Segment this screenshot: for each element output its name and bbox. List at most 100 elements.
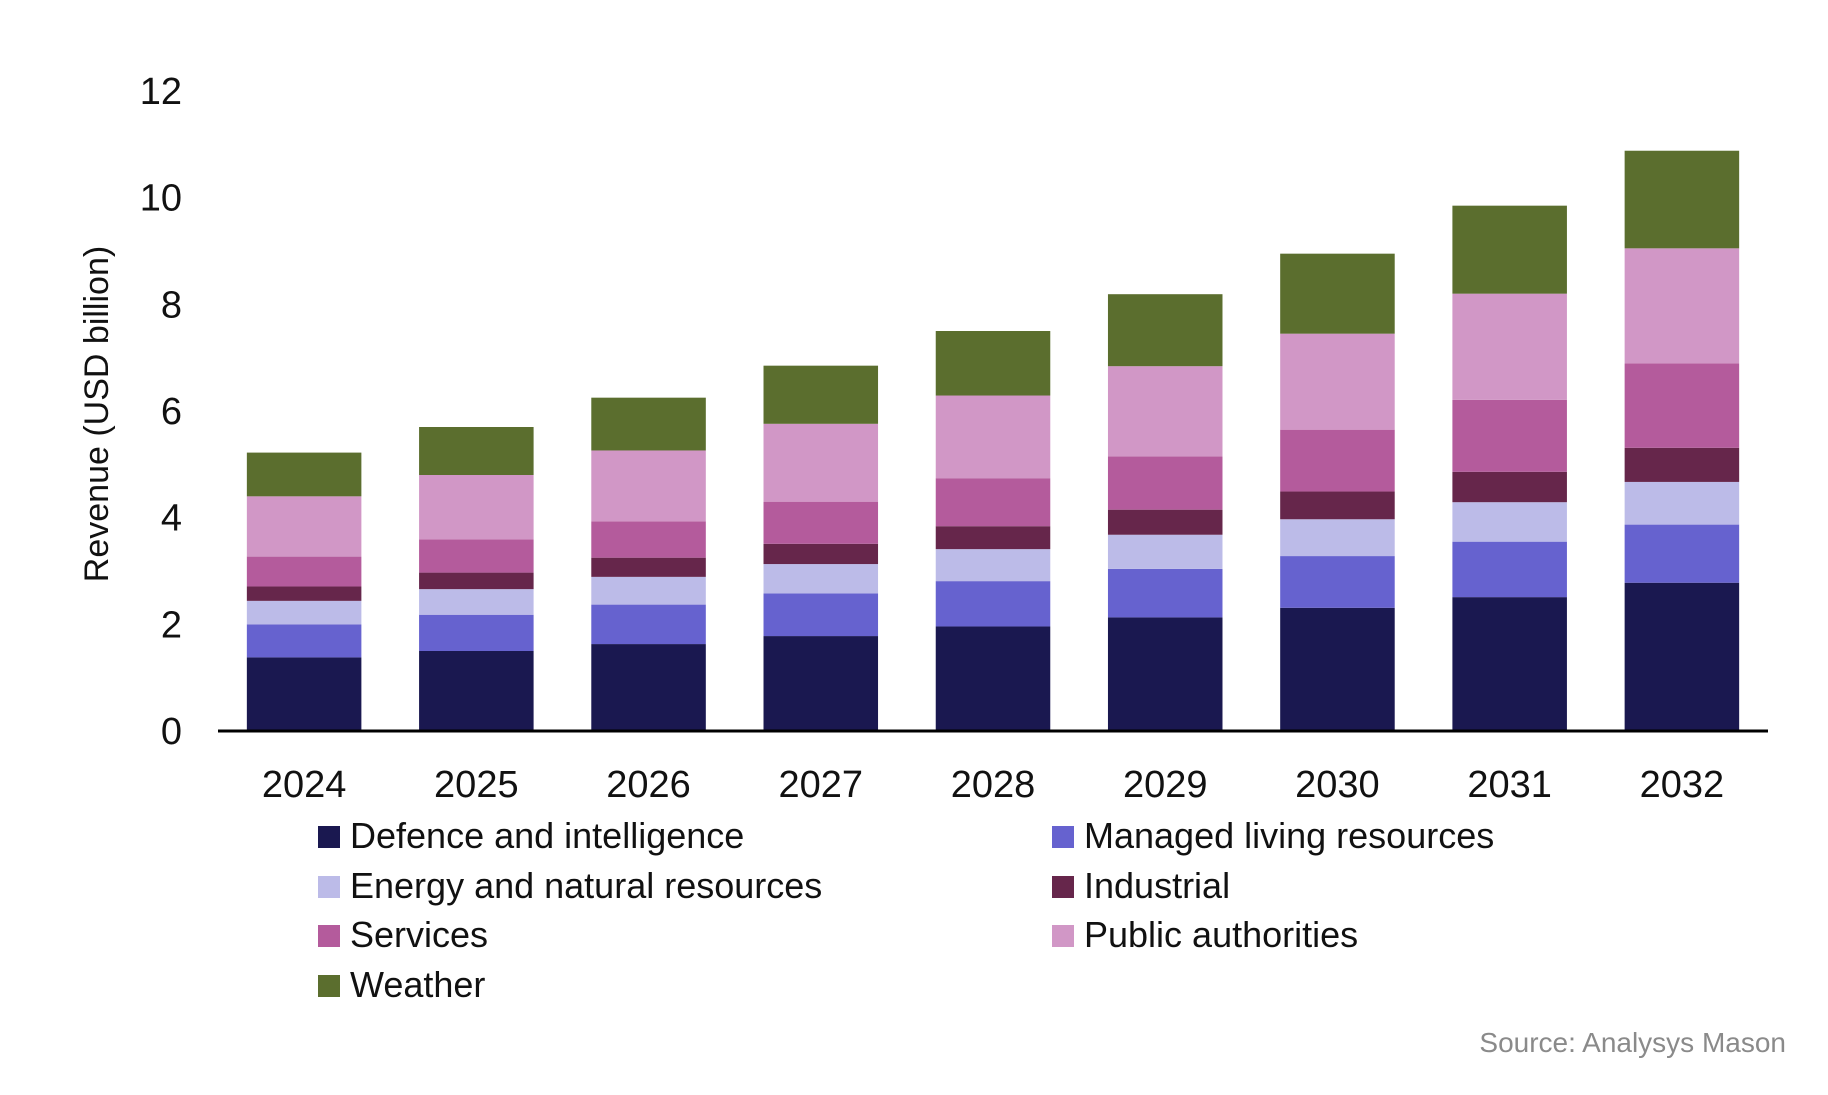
bar-2029-series-5 [1107,366,1223,457]
bar-2030-series-4 [1280,429,1395,492]
x-tick-label-2031: 2031 [1467,764,1552,806]
bar-2029-series-6 [1107,294,1223,367]
legend-label: Public authorities [1084,914,1358,955]
y-axis-title: Revenue (USD billion) [78,246,116,582]
y-tick-label: 0 [161,711,182,753]
x-tick-label-2025: 2025 [434,764,519,806]
bar-2026-series-0 [591,644,706,731]
bar-2027-series-2 [763,564,879,594]
bar-2025-series-6 [419,427,534,475]
bar-2024-series-2 [246,600,362,625]
bar-2030-series-0 [1280,607,1395,731]
bar-2025-series-5 [419,475,534,540]
bar-2030-series-2 [1280,519,1395,557]
y-tick-label: 12 [140,71,182,113]
bar-2032-series-2 [1624,481,1740,525]
bars-layer [246,150,1740,731]
legend-label: Industrial [1084,865,1230,906]
bar-2031-series-3 [1452,471,1567,503]
y-tick-label: 2 [161,604,182,646]
x-tick-label-2030: 2030 [1295,764,1380,806]
bar-2030-series-6 [1280,253,1395,334]
bar-2031-series-5 [1452,293,1567,400]
bar-2026-series-1 [591,604,706,645]
bar-2026-series-5 [591,450,706,522]
bar-2026-series-2 [591,576,706,605]
bar-2024-series-1 [246,624,362,658]
legend-swatch [318,876,340,898]
bar-2028-series-6 [935,331,1051,396]
x-tick-label-2032: 2032 [1640,764,1725,806]
legend-label: Services [350,914,488,955]
bar-2031-series-6 [1452,205,1567,294]
bar-2031-series-0 [1452,597,1567,731]
legend-swatch [1052,826,1074,848]
bar-2027-series-0 [763,636,879,731]
source-note: Source: Analysys Mason [1479,1027,1786,1058]
legend-label: Defence and intelligence [350,815,744,856]
bar-2032-series-5 [1624,248,1740,364]
bar-2027-series-4 [763,501,879,544]
bar-2028-series-3 [935,526,1051,550]
x-tick-label-2024: 2024 [262,764,347,806]
x-tick-label-2029: 2029 [1123,764,1208,806]
bar-2026-series-6 [591,397,706,451]
bar-2025-series-2 [419,589,534,615]
bar-2031-series-4 [1452,399,1567,472]
legend-swatch [318,826,340,848]
legend-swatch [1052,876,1074,898]
bar-2024-series-0 [246,657,362,731]
bar-2024-series-6 [246,452,362,497]
x-tick-label-2027: 2027 [779,764,864,806]
y-tick-label: 4 [161,498,182,540]
bar-2025-series-3 [419,572,534,590]
bar-2032-series-4 [1624,363,1740,448]
bar-2025-series-1 [419,614,534,651]
y-tick-label: 6 [161,391,182,433]
bar-2029-series-4 [1107,456,1223,510]
bar-2025-series-4 [419,539,534,573]
legend-swatch [1052,925,1074,947]
bar-2032-series-0 [1624,582,1740,731]
legend-label: Managed living resources [1084,815,1494,856]
bar-2030-series-1 [1280,556,1395,608]
bar-2027-series-6 [763,365,879,424]
bar-2026-series-3 [591,557,706,577]
bar-2028-series-1 [935,581,1051,627]
y-tick-label: 10 [140,178,182,220]
bar-2028-series-0 [935,626,1051,731]
bar-2032-series-6 [1624,150,1740,249]
bar-2029-series-0 [1107,617,1223,731]
y-tick-labels: 0 2 4 6 8 10 12 [140,71,182,753]
legend-label: Energy and natural resources [350,865,822,906]
legend: Defence and intelligence Managed living r… [318,815,1494,1005]
legend-swatch [318,975,340,997]
y-tick-label: 8 [161,284,182,326]
bar-2028-series-4 [935,478,1051,527]
bar-2027-series-3 [763,543,879,565]
bar-2029-series-1 [1107,568,1223,618]
bar-2029-series-2 [1107,534,1223,569]
legend-swatch [318,925,340,947]
bar-2030-series-5 [1280,333,1395,430]
bar-2024-series-3 [246,586,362,601]
bar-2032-series-3 [1624,447,1740,482]
x-tick-label-2026: 2026 [606,764,691,806]
bar-2032-series-1 [1624,524,1740,583]
bar-2024-series-5 [246,496,362,557]
bar-2027-series-5 [763,423,879,502]
bar-2027-series-1 [763,593,879,637]
bar-2025-series-0 [419,651,534,731]
bar-2028-series-2 [935,549,1051,582]
bar-2026-series-4 [591,521,706,558]
bar-2031-series-2 [1452,502,1567,542]
bar-2024-series-4 [246,556,362,587]
bar-2031-series-1 [1452,541,1567,598]
bar-2029-series-3 [1107,509,1223,535]
x-tick-label-2028: 2028 [951,764,1036,806]
x-tick-labels: 2024 2025 2026 2027 2028 2029 2030 2031 2032 [262,764,1724,806]
bar-2030-series-3 [1280,491,1395,520]
legend-label: Weather [350,964,485,1005]
